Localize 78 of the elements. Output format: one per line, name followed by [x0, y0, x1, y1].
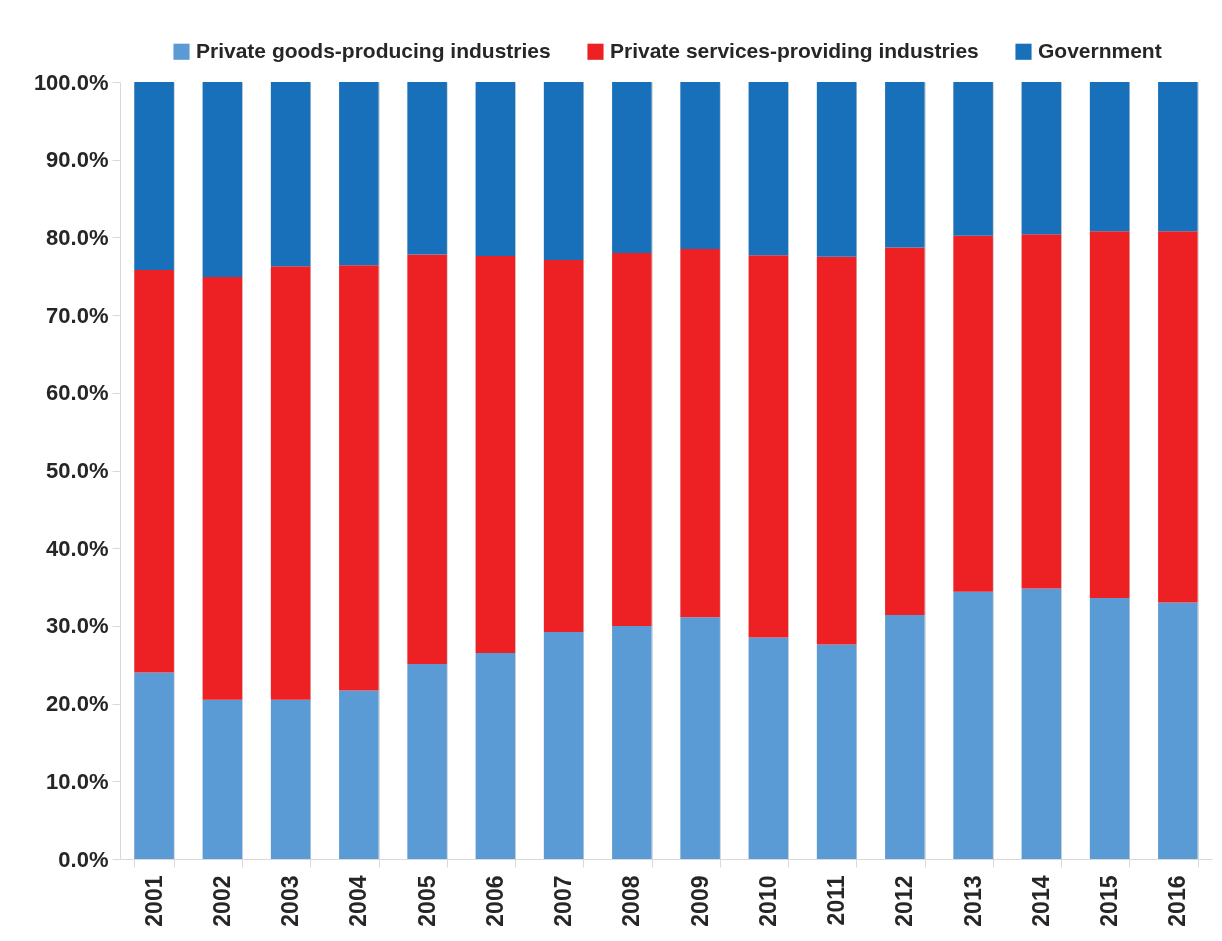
y-tick-label: 90.0%	[46, 147, 109, 173]
bar	[543, 632, 584, 859]
x-tick-label: 2002	[208, 875, 235, 927]
bar	[134, 672, 174, 859]
bar	[1158, 602, 1198, 859]
y-tick-label: 50.0%	[46, 458, 109, 483]
bar	[543, 82, 584, 260]
bar	[748, 82, 789, 256]
y-tick-label: 10.0%	[46, 768, 109, 794]
y-tick-label: 60.0%	[46, 380, 109, 406]
bar	[407, 254, 447, 664]
x-tick-label: 2001	[140, 875, 167, 927]
x-tick-label: 2007	[550, 875, 577, 927]
bar	[1089, 597, 1130, 859]
x-tick-label: 2004	[345, 875, 372, 927]
y-tick-label: 100.0%	[33, 69, 109, 95]
x-tick-label: 2016	[1164, 875, 1191, 927]
bar	[270, 266, 311, 700]
x-tick-label: 2013	[959, 875, 986, 927]
bar	[885, 615, 925, 859]
x-tick-label: 2008	[618, 875, 645, 927]
bar	[680, 249, 720, 618]
bar	[680, 82, 720, 250]
x-tick-label: 2015	[1096, 875, 1123, 927]
bar	[612, 252, 652, 626]
bar	[202, 82, 243, 278]
bar	[407, 663, 447, 859]
bar	[134, 270, 174, 673]
y-tick-label: 40.0%	[46, 535, 109, 561]
bar	[134, 82, 174, 271]
bar	[953, 82, 993, 236]
bar	[1021, 234, 1062, 589]
bar	[885, 247, 925, 616]
y-tick-label: 80.0%	[46, 224, 109, 250]
bar	[475, 653, 516, 859]
bar	[816, 82, 857, 257]
x-tick-label: 2005	[413, 875, 440, 927]
bar	[543, 259, 584, 633]
x-tick-label: 2009	[686, 875, 713, 927]
bar	[475, 256, 516, 654]
bar	[1158, 82, 1198, 232]
bar	[270, 699, 311, 859]
x-tick-label: 2014	[1027, 875, 1054, 927]
x-tick-label: 2010	[754, 875, 781, 927]
x-tick-label: 2012	[891, 875, 918, 927]
bar	[748, 255, 789, 638]
bar	[612, 82, 652, 253]
bar	[1021, 588, 1062, 859]
legend-label: Private services-providing industries	[610, 38, 979, 62]
bar	[748, 637, 789, 859]
bar	[339, 82, 379, 266]
bar	[407, 82, 447, 255]
y-tick-label: 70.0%	[46, 302, 109, 328]
bar	[475, 82, 516, 257]
bar	[202, 277, 243, 700]
bar	[816, 644, 857, 859]
legend-label: Private goods-producing industries	[196, 38, 551, 62]
y-tick-label: 0.0%	[58, 846, 109, 872]
legend-label: Government	[1038, 38, 1162, 62]
y-tick-label: 20.0%	[46, 691, 109, 717]
bar	[270, 82, 311, 267]
bar	[1021, 82, 1062, 235]
x-tick-label: 2006	[481, 875, 508, 927]
y-tick-label: 30.0%	[46, 613, 109, 639]
bar	[339, 265, 379, 691]
bar	[816, 256, 857, 645]
x-tick-label: 2011	[823, 875, 850, 926]
bar	[953, 591, 993, 859]
x-tick-label: 2003	[277, 875, 304, 927]
bar	[612, 625, 652, 859]
bar	[339, 690, 379, 859]
bar	[885, 82, 925, 248]
bar	[1089, 82, 1130, 232]
bar	[1158, 231, 1198, 603]
bar	[953, 235, 993, 592]
bar	[1089, 231, 1130, 598]
bar	[202, 699, 243, 859]
bar	[680, 617, 720, 859]
